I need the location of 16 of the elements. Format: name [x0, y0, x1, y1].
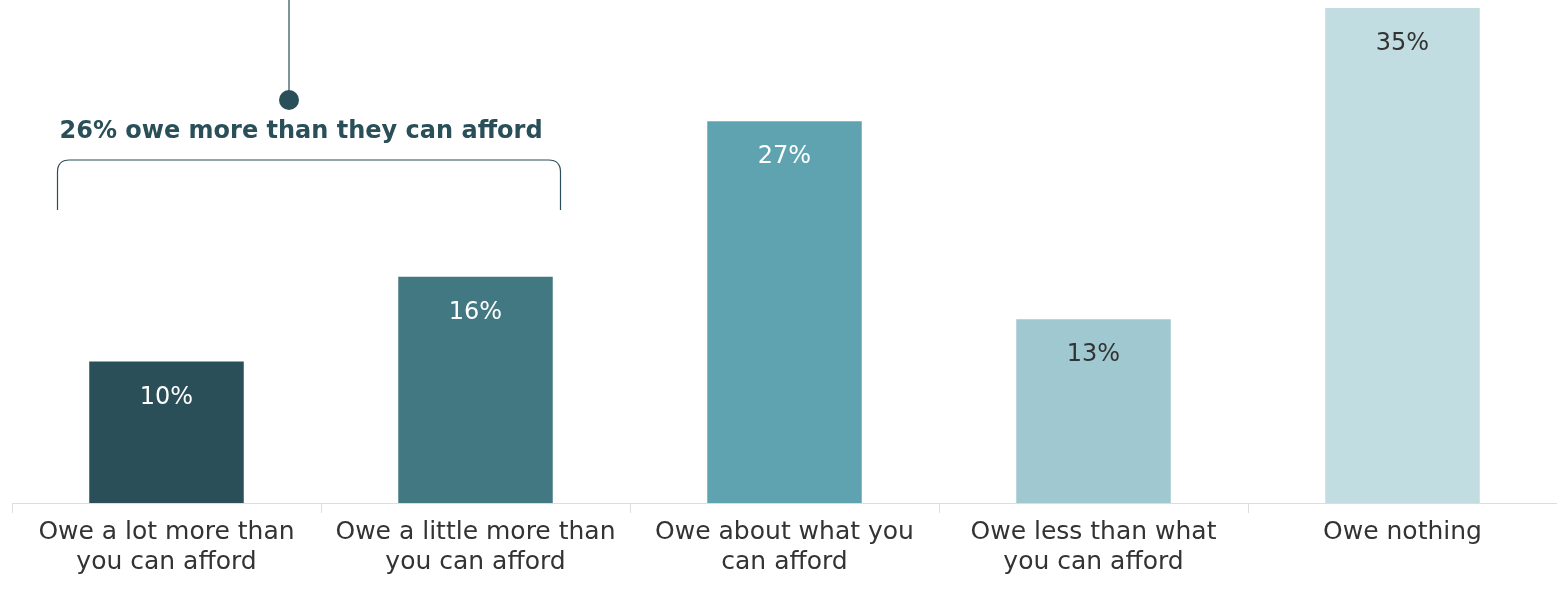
x-tick-label: Owe a lot more than you can afford	[38, 515, 295, 575]
data-label: 13%	[1066, 339, 1121, 368]
data-label: 10%	[139, 381, 194, 410]
x-tick-label: Owe nothing	[1323, 515, 1482, 545]
x-tick-label: Owe a little more than you can afford	[335, 515, 616, 575]
bar	[89, 361, 244, 503]
data-label: 27%	[757, 141, 812, 170]
data-label: 16%	[448, 296, 503, 325]
x-tick-label: Owe about what you can afford	[655, 515, 914, 575]
bar	[1016, 319, 1171, 503]
bar	[1325, 8, 1480, 503]
annotation: 26% owe more than they can afford	[59, 116, 543, 145]
x-tick-label: Owe less than what you can afford	[970, 515, 1217, 575]
bar	[707, 121, 862, 503]
bar	[398, 276, 553, 503]
data-label: 35%	[1375, 28, 1430, 57]
